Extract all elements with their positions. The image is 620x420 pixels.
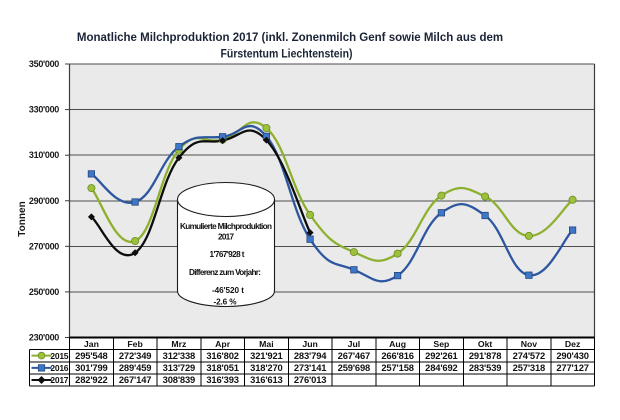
svg-text:295'548: 295'548	[75, 350, 107, 361]
svg-text:282'922: 282'922	[75, 374, 107, 385]
svg-text:Tonnen: Tonnen	[17, 201, 28, 236]
svg-text:Nov: Nov	[521, 339, 538, 349]
svg-text:Jun: Jun	[302, 339, 317, 349]
svg-text:2015: 2015	[50, 351, 68, 361]
svg-text:267'467: 267'467	[338, 350, 370, 361]
svg-text:318'051: 318'051	[206, 362, 238, 373]
svg-text:290'430: 290'430	[556, 350, 588, 361]
svg-text:Fürstentum Liechtenstein): Fürstentum Liechtenstein)	[221, 49, 353, 61]
svg-text:Mrz: Mrz	[171, 339, 187, 349]
svg-text:267'147: 267'147	[119, 374, 151, 385]
svg-text:230'000: 230'000	[29, 333, 59, 343]
svg-text:330'000: 330'000	[29, 105, 59, 115]
svg-text:Mai: Mai	[259, 339, 273, 349]
svg-text:Differenz zum Vorjahr:: Differenz zum Vorjahr:	[189, 268, 261, 277]
svg-text:321'921: 321'921	[250, 350, 282, 361]
svg-text:2017: 2017	[218, 233, 234, 242]
svg-text:Dez: Dez	[565, 339, 581, 349]
svg-text:Sep: Sep	[433, 339, 449, 349]
svg-text:266'816: 266'816	[381, 350, 413, 361]
svg-text:272'349: 272'349	[119, 350, 151, 361]
svg-text:316'802: 316'802	[206, 350, 238, 361]
svg-text:250'000: 250'000	[29, 287, 59, 297]
svg-text:277'127: 277'127	[556, 362, 588, 373]
svg-text:Jul: Jul	[348, 339, 361, 349]
svg-text:283'794: 283'794	[294, 350, 327, 361]
svg-text:276'013: 276'013	[294, 374, 326, 385]
svg-text:270'000: 270'000	[29, 241, 59, 251]
svg-text:Aug: Aug	[389, 339, 406, 349]
svg-text:310'000: 310'000	[29, 150, 59, 160]
svg-text:308'839: 308'839	[163, 374, 195, 385]
svg-text:274'572: 274'572	[513, 350, 545, 361]
svg-text:Feb: Feb	[127, 339, 142, 349]
svg-text:301'799: 301'799	[75, 362, 107, 373]
svg-text:316'393: 316'393	[206, 374, 238, 385]
svg-text:291'878: 291'878	[469, 350, 501, 361]
svg-text:273'141: 273'141	[294, 362, 326, 373]
svg-text:Monatliche Milchproduktion 201: Monatliche Milchproduktion 2017 (inkl. Z…	[77, 32, 503, 44]
svg-text:284'692: 284'692	[425, 362, 457, 373]
svg-text:-2.6 %: -2.6 %	[214, 298, 238, 307]
svg-text:2016: 2016	[50, 363, 68, 373]
svg-text:316'613: 316'613	[250, 374, 282, 385]
svg-text:Apr: Apr	[215, 339, 231, 349]
svg-text:350'000: 350'000	[29, 59, 59, 69]
svg-text:Jan: Jan	[84, 339, 99, 349]
svg-text:318'270: 318'270	[250, 362, 282, 373]
svg-text:283'539: 283'539	[469, 362, 501, 373]
svg-text:257'318: 257'318	[513, 362, 545, 373]
svg-text:Okt: Okt	[478, 339, 493, 349]
svg-text:292'261: 292'261	[425, 350, 457, 361]
svg-text:289'459: 289'459	[119, 362, 151, 373]
svg-text:1'767'928 t: 1'767'928 t	[210, 250, 245, 259]
svg-text:257'158: 257'158	[381, 362, 413, 373]
svg-text:-46'520 t: -46'520 t	[212, 286, 244, 295]
svg-text:313'729: 313'729	[163, 362, 195, 373]
svg-text:2017: 2017	[50, 375, 68, 385]
svg-text:312'338: 312'338	[163, 350, 195, 361]
svg-text:Kumulierte Milchproduktion: Kumulierte Milchproduktion	[180, 222, 272, 231]
svg-text:259'698: 259'698	[338, 362, 370, 373]
svg-text:290'000: 290'000	[29, 196, 59, 206]
